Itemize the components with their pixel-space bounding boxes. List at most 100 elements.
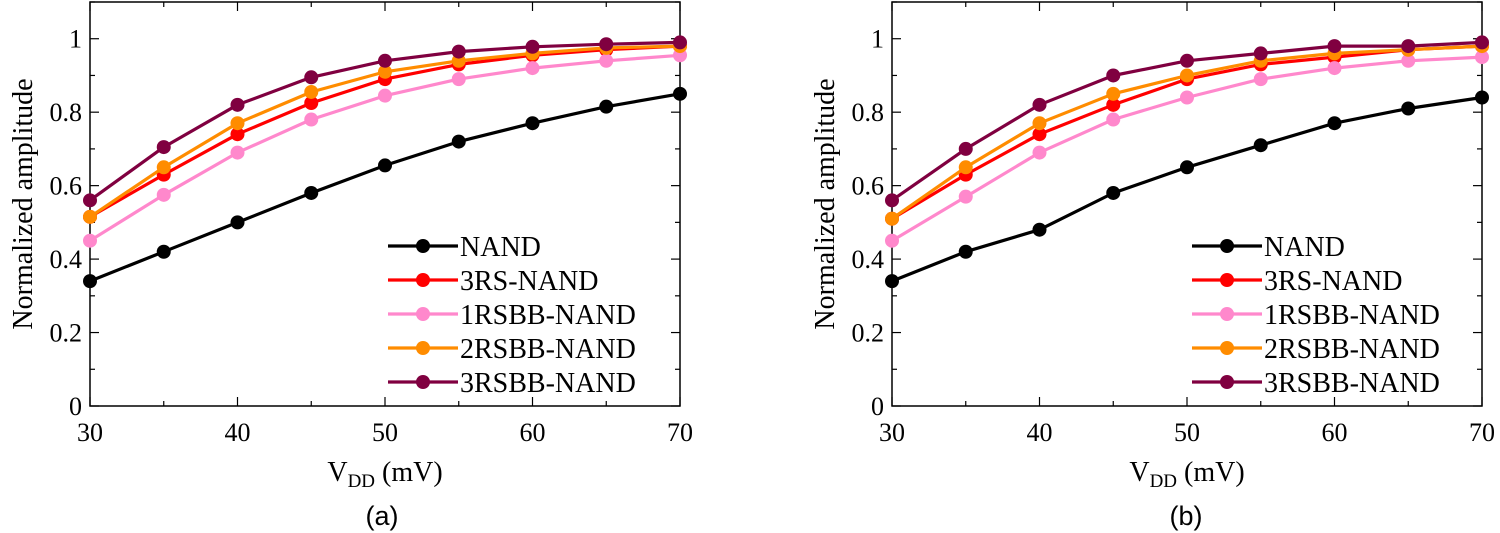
data-point <box>958 189 973 204</box>
data-point <box>1327 116 1342 131</box>
data-point <box>599 37 614 52</box>
panel-label: (a) <box>366 501 399 531</box>
legend-label: 2RSBB-NAND <box>1264 334 1440 365</box>
legend-label: 3RSBB-NAND <box>1264 368 1440 399</box>
data-point <box>451 44 466 59</box>
data-point <box>378 64 392 79</box>
x-tick-label: 40 <box>225 418 251 447</box>
x-tick-label: 70 <box>667 418 693 447</box>
y-axis-label: Normalized amplitude <box>8 78 39 329</box>
data-point <box>1327 61 1342 76</box>
data-point <box>1327 39 1342 54</box>
data-point <box>1106 112 1121 127</box>
data-point <box>1475 50 1489 65</box>
legend-swatch-marker <box>1220 341 1234 355</box>
legend-swatch-marker <box>416 307 430 321</box>
data-point <box>1180 90 1194 105</box>
legend-label: NAND <box>1264 232 1345 263</box>
data-point <box>1032 116 1047 131</box>
data-point <box>304 70 319 85</box>
data-point <box>83 209 97 224</box>
data-point <box>230 97 245 112</box>
legend-swatch-marker <box>416 239 430 253</box>
data-point <box>599 53 614 68</box>
data-point <box>83 274 97 289</box>
data-point <box>230 145 245 160</box>
y-tick-label: 0.4 <box>852 245 885 274</box>
data-point <box>1180 160 1194 175</box>
data-point <box>525 61 540 76</box>
data-point <box>885 211 899 226</box>
x-tick-label: 70 <box>1469 418 1495 447</box>
data-point <box>230 116 245 131</box>
data-point <box>885 274 899 289</box>
data-point <box>451 134 466 149</box>
data-point <box>1106 86 1121 101</box>
chart-panel-b: 30 40 50 60 70 0 0.2 0.4 0.6 0.8 1 VDD (mV) Normaliz… <box>810 1 1495 531</box>
data-point <box>378 158 392 173</box>
data-point <box>1475 90 1489 105</box>
y-tick-label: 0 <box>69 392 82 421</box>
y-tick-label: 0.2 <box>852 319 885 348</box>
y-tick-label: 0.6 <box>852 172 885 201</box>
legend-label: 2RSBB-NAND <box>460 334 636 365</box>
data-point <box>958 244 973 259</box>
legend-label: 1RSBB-NAND <box>1264 300 1440 331</box>
data-point <box>1475 35 1489 50</box>
data-point <box>304 96 319 110</box>
x-tick-label: 60 <box>520 418 546 447</box>
series-3rsbb-nand <box>885 35 1489 208</box>
data-point <box>1180 68 1194 83</box>
series-nand <box>83 86 687 289</box>
data-point <box>1401 101 1416 116</box>
data-point <box>1106 185 1121 200</box>
chart-panel-a: 30 40 50 60 70 0 0.2 0.4 0.6 0.8 1 VDD (mV) Normaliz… <box>8 1 693 531</box>
legend-swatch-marker <box>416 273 430 287</box>
data-point <box>525 39 540 54</box>
data-point <box>958 160 973 175</box>
legend: NAND3RS-NAND1RSBB-NAND2RSBB-NAND3RSBB-NA… <box>388 232 636 399</box>
data-point <box>1253 72 1268 87</box>
data-point <box>673 35 687 50</box>
data-point <box>1180 53 1194 68</box>
y-tick-label: 0.2 <box>50 319 83 348</box>
data-point <box>1106 97 1121 112</box>
x-tick-label: 50 <box>1174 418 1200 447</box>
legend-swatch-marker <box>1220 375 1234 389</box>
data-point <box>1032 145 1047 160</box>
data-point <box>958 141 973 156</box>
y-tick-label: 0.8 <box>852 98 885 127</box>
y-axis-label: Normalized amplitude <box>810 78 841 329</box>
legend-swatch-marker <box>1220 273 1234 287</box>
legend: NAND3RS-NAND1RSBB-NAND2RSBB-NAND3RSBB-NA… <box>1192 232 1440 399</box>
legend-label: 1RSBB-NAND <box>460 300 636 331</box>
data-point <box>1253 46 1268 61</box>
data-point <box>230 127 245 142</box>
data-point <box>83 233 97 248</box>
y-tick-label: 0.4 <box>50 245 83 274</box>
legend-label: 3RSBB-NAND <box>460 368 636 399</box>
data-point <box>599 99 614 114</box>
y-tick-label: 1 <box>871 25 884 54</box>
x-tick-label: 40 <box>1027 418 1053 447</box>
data-point <box>1253 138 1268 153</box>
data-point <box>885 193 899 208</box>
data-point <box>156 160 171 175</box>
x-tick-label: 30 <box>77 418 103 447</box>
data-point <box>304 112 319 127</box>
y-tick-label: 0.6 <box>50 172 83 201</box>
y-tick-label: 1 <box>69 25 82 54</box>
data-point <box>1032 222 1047 237</box>
x-tick-label: 30 <box>879 418 905 447</box>
data-point <box>1032 127 1047 142</box>
data-point <box>673 86 687 101</box>
legend-swatch-marker <box>1220 307 1234 321</box>
data-point <box>378 88 392 103</box>
data-point <box>1401 39 1416 54</box>
data-point <box>156 244 171 259</box>
y-tick-label: 0 <box>871 392 884 421</box>
panel-label: (b) <box>1170 501 1203 531</box>
data-point <box>1106 68 1121 83</box>
y-tick-label: 0.8 <box>50 98 83 127</box>
